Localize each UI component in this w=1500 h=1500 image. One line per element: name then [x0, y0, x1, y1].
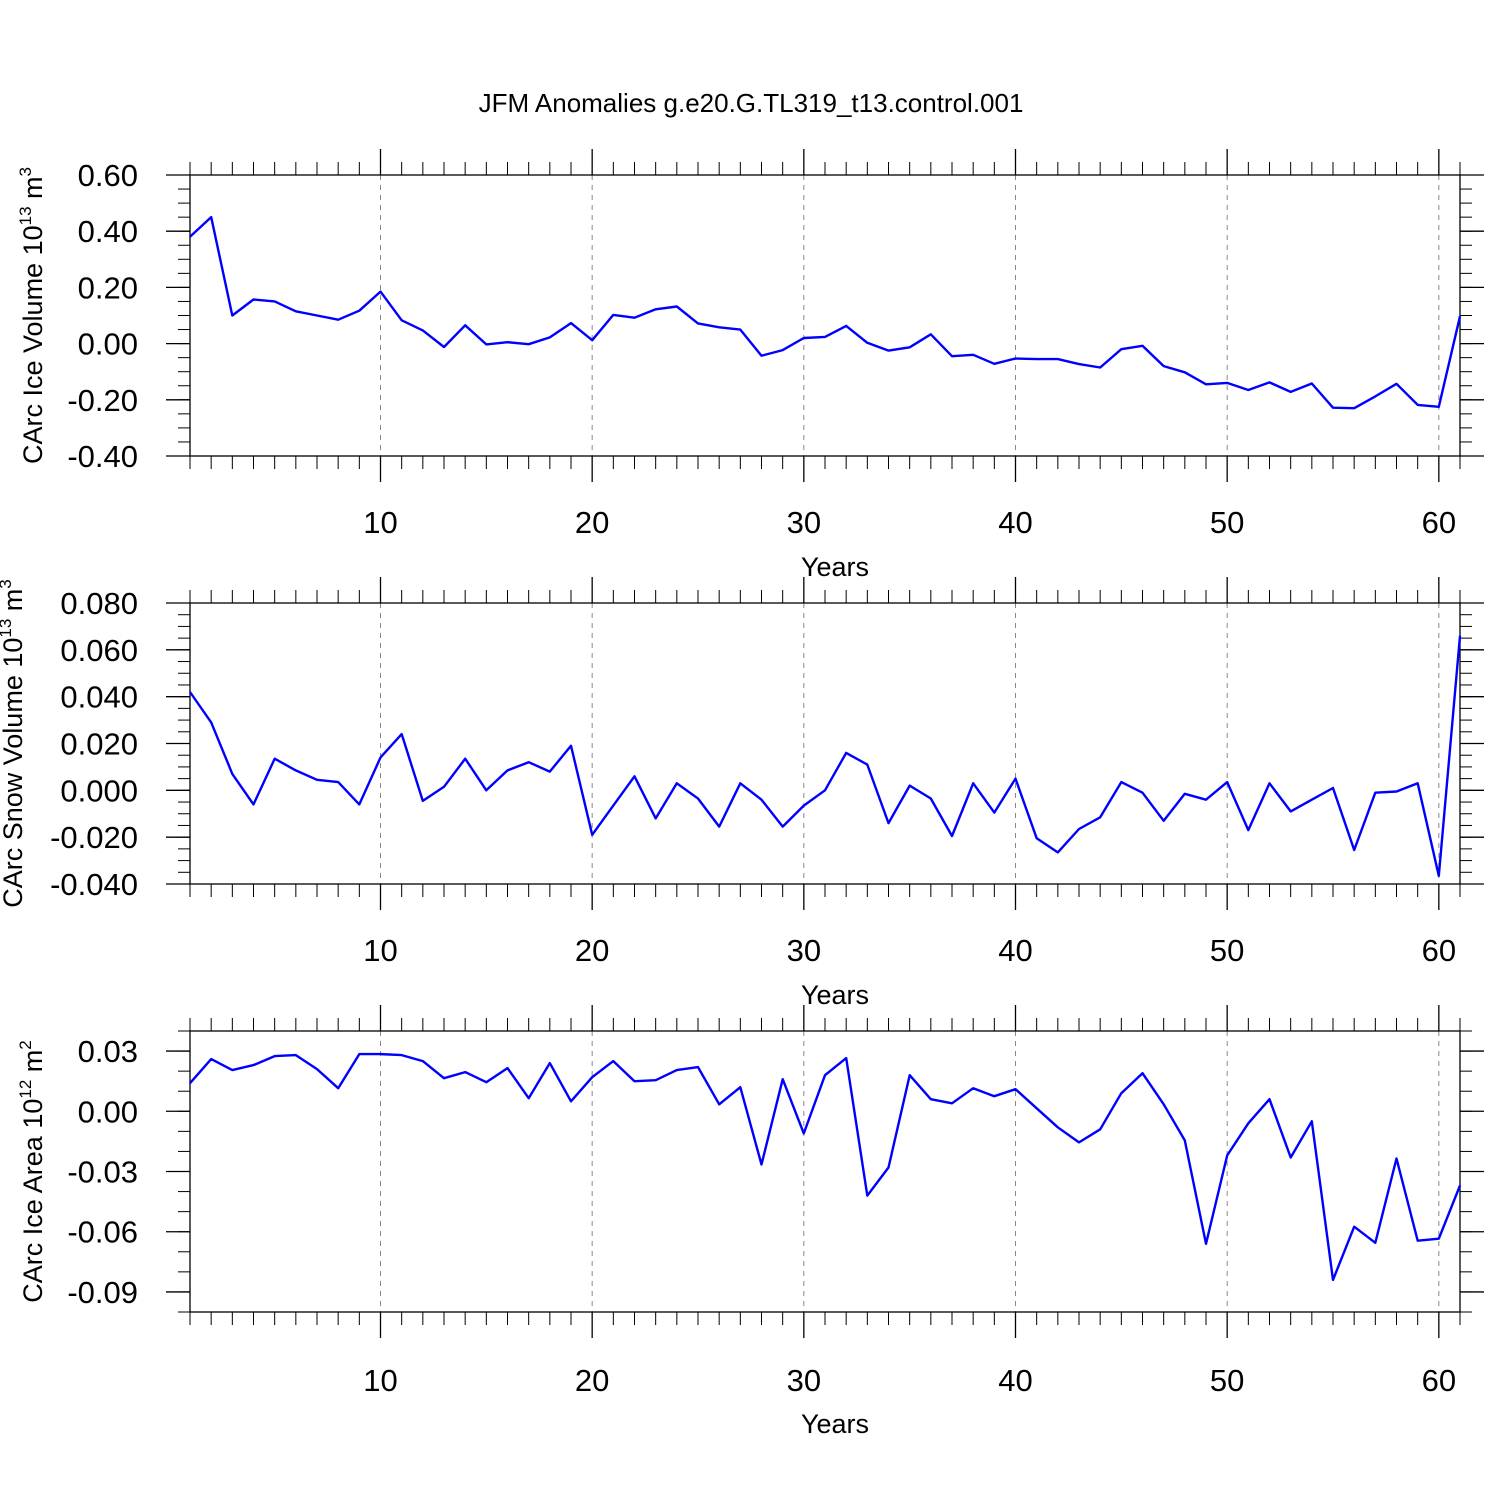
snow-volume-y-axis-title: CArc Snow Volume 1013 m3	[0, 579, 28, 908]
snow-volume-x-tick-label: 30	[787, 933, 821, 968]
snow-volume-y-title-base: CArc Snow Volume 10	[0, 638, 28, 908]
ice-volume-y-axis-title: CArc Ice Volume 1013 m3	[16, 167, 48, 464]
ice-area-y-tick-label: 0.03	[78, 1034, 138, 1069]
ice-area-y-axis-title: CArc Ice Area 1012 m2	[16, 1040, 48, 1303]
ice-area-x-tick-label: 10	[363, 1363, 397, 1398]
snow-volume-y-tick-label: 0.080	[60, 586, 138, 621]
ice-volume-plot-frame	[189, 174, 1461, 457]
snow-volume-plot-frame	[189, 602, 1461, 885]
ice-volume-y-tick-label: 0.00	[78, 327, 138, 362]
ice-area-y-title-unit-exponent: 2	[16, 1040, 35, 1049]
ice-volume-y-title-unit-exponent: 3	[16, 167, 35, 176]
ice-volume-x-tick-label: 10	[363, 505, 397, 540]
ice-volume-y-tick-label: 0.60	[78, 158, 138, 193]
ice-volume-y-tick-label: 0.20	[78, 270, 138, 305]
ice-area-y-tick-label: -0.03	[67, 1155, 138, 1190]
ice-area-y-tick-label: -0.06	[67, 1215, 138, 1250]
ice-area-x-tick-label: 60	[1422, 1363, 1456, 1398]
ice-volume-x-tick-label: 30	[787, 505, 821, 540]
ice-volume-series-line	[189, 215, 1462, 410]
snow-volume-series-line	[189, 635, 1462, 877]
snow-volume-y-tick-label: 0.040	[60, 680, 138, 715]
snow-volume-y-tick-label: 0.060	[60, 633, 138, 668]
figure-title: JFM Anomalies g.e20.G.TL319_t13.control.…	[479, 88, 1024, 118]
ice-area-series-line	[189, 1052, 1462, 1282]
ice-area-y-tick-label: -0.09	[67, 1275, 138, 1310]
ice-area-y-title-base: CArc Ice Area 10	[18, 1099, 48, 1303]
ice-area-plot-frame	[189, 1030, 1461, 1313]
ice-volume-x-tick-label: 60	[1422, 505, 1456, 540]
snow-volume-x-tick-label: 20	[575, 933, 609, 968]
snow-volume-y-tick-label: 0.020	[60, 727, 138, 762]
snow-volume-y-tick-label: -0.040	[50, 867, 138, 902]
ice-volume-x-axis-title: Years	[801, 552, 869, 582]
snow-volume-x-axis-title: Years	[801, 980, 869, 1010]
ice-volume-y-tick-label: -0.40	[67, 439, 138, 474]
ice-area-panel: -0.09 -0.06 -0.03 0.00 0.03 10 20 30 40 50 60 Years…	[16, 1005, 1484, 1439]
snow-volume-y-title-exponent: 13	[0, 619, 15, 638]
snow-volume-y-tick-label: 0.000	[60, 773, 138, 808]
snow-volume-y-title-unit-exponent: 3	[0, 579, 15, 588]
snow-volume-x-tick-label: 10	[363, 933, 397, 968]
ice-area-y-title-exponent: 12	[16, 1080, 35, 1099]
snow-volume-panel: -0.040 -0.020 0.000 0.020 0.040 0.060 0.080 10 2…	[0, 577, 1484, 1010]
ice-area-y-title-unit: m	[18, 1050, 48, 1080]
ice-volume-x-tick-label: 50	[1210, 505, 1244, 540]
ice-volume-y-title-exponent: 13	[16, 206, 35, 225]
ice-volume-panel: -0.40 -0.20 0.00 0.20 0.40 0.60 10 20 30 40 50 60 Ye…	[16, 149, 1484, 582]
ice-area-x-axis-title: Years	[801, 1409, 869, 1439]
snow-volume-x-tick-label: 50	[1210, 933, 1244, 968]
ice-area-x-tick-label: 20	[575, 1363, 609, 1398]
ice-volume-y-title-base: CArc Ice Volume 10	[18, 225, 48, 464]
ice-area-x-tick-label: 40	[998, 1363, 1032, 1398]
ice-area-x-tick-label: 30	[787, 1363, 821, 1398]
snow-volume-y-tick-label: -0.020	[50, 820, 138, 855]
ice-volume-x-tick-label: 40	[998, 505, 1032, 540]
ice-volume-y-tick-label: 0.40	[78, 214, 138, 249]
ice-area-y-tick-label: 0.00	[78, 1094, 138, 1129]
ice-area-x-tick-label: 50	[1210, 1363, 1244, 1398]
snow-volume-y-title-unit: m	[0, 589, 28, 619]
snow-volume-x-tick-label: 60	[1422, 933, 1456, 968]
ice-volume-y-title-unit: m	[18, 176, 48, 206]
ice-volume-y-tick-label: -0.20	[67, 383, 138, 418]
ice-volume-x-tick-label: 20	[575, 505, 609, 540]
snow-volume-x-tick-label: 40	[998, 933, 1032, 968]
